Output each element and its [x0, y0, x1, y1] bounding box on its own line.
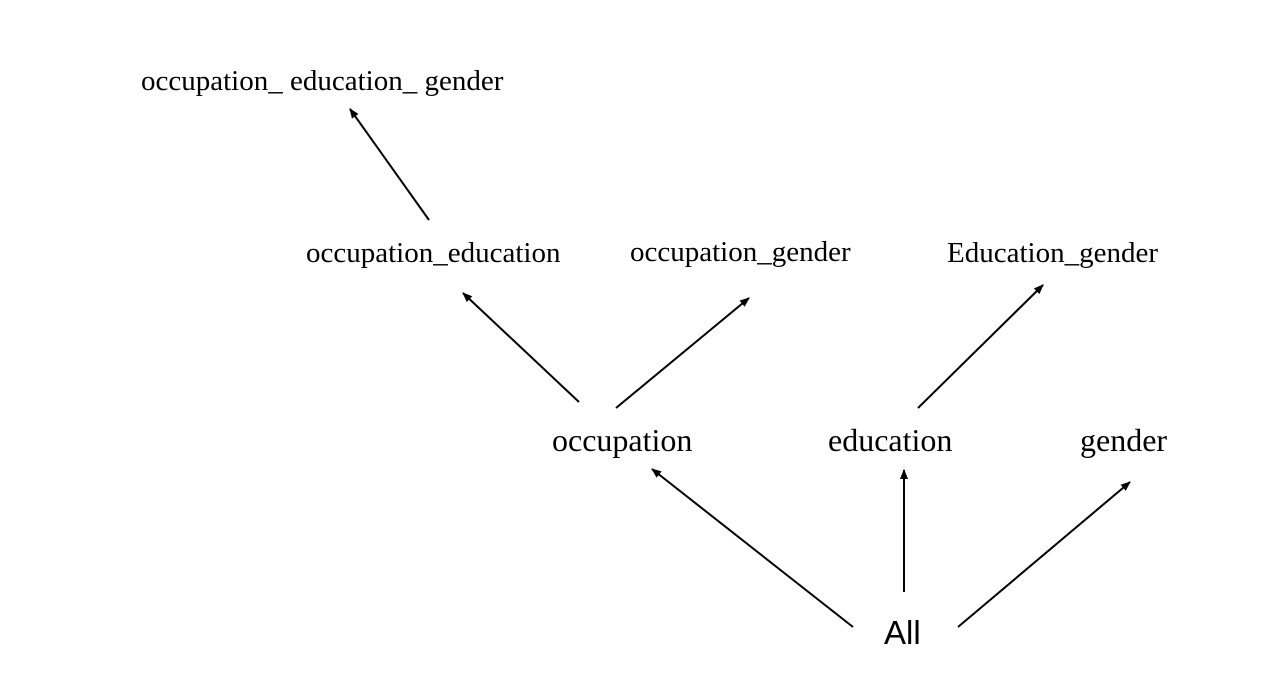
- node-occupation-education: occupation_education: [306, 237, 561, 269]
- node-gender: gender: [1080, 422, 1168, 458]
- node-education: education: [828, 422, 953, 458]
- edge-all-to-occupation: [651, 468, 854, 628]
- node-occupation-gender: occupation_gender: [630, 236, 851, 268]
- edge-occupation-to-occupation-gender: [615, 297, 750, 409]
- edge-education-to-education-gender: [917, 284, 1044, 409]
- node-occupation-education-gender: occupation_ education_ gender: [141, 65, 504, 97]
- node-all: All: [884, 614, 921, 651]
- edge-all-to-gender: [957, 481, 1131, 628]
- edge-occupation-to-occupation-education: [462, 292, 580, 403]
- node-occupation: occupation: [552, 422, 693, 458]
- node-education-gender: Education_gender: [947, 237, 1158, 269]
- edge-occupation-education-to-occupation-education-gender: [349, 108, 430, 221]
